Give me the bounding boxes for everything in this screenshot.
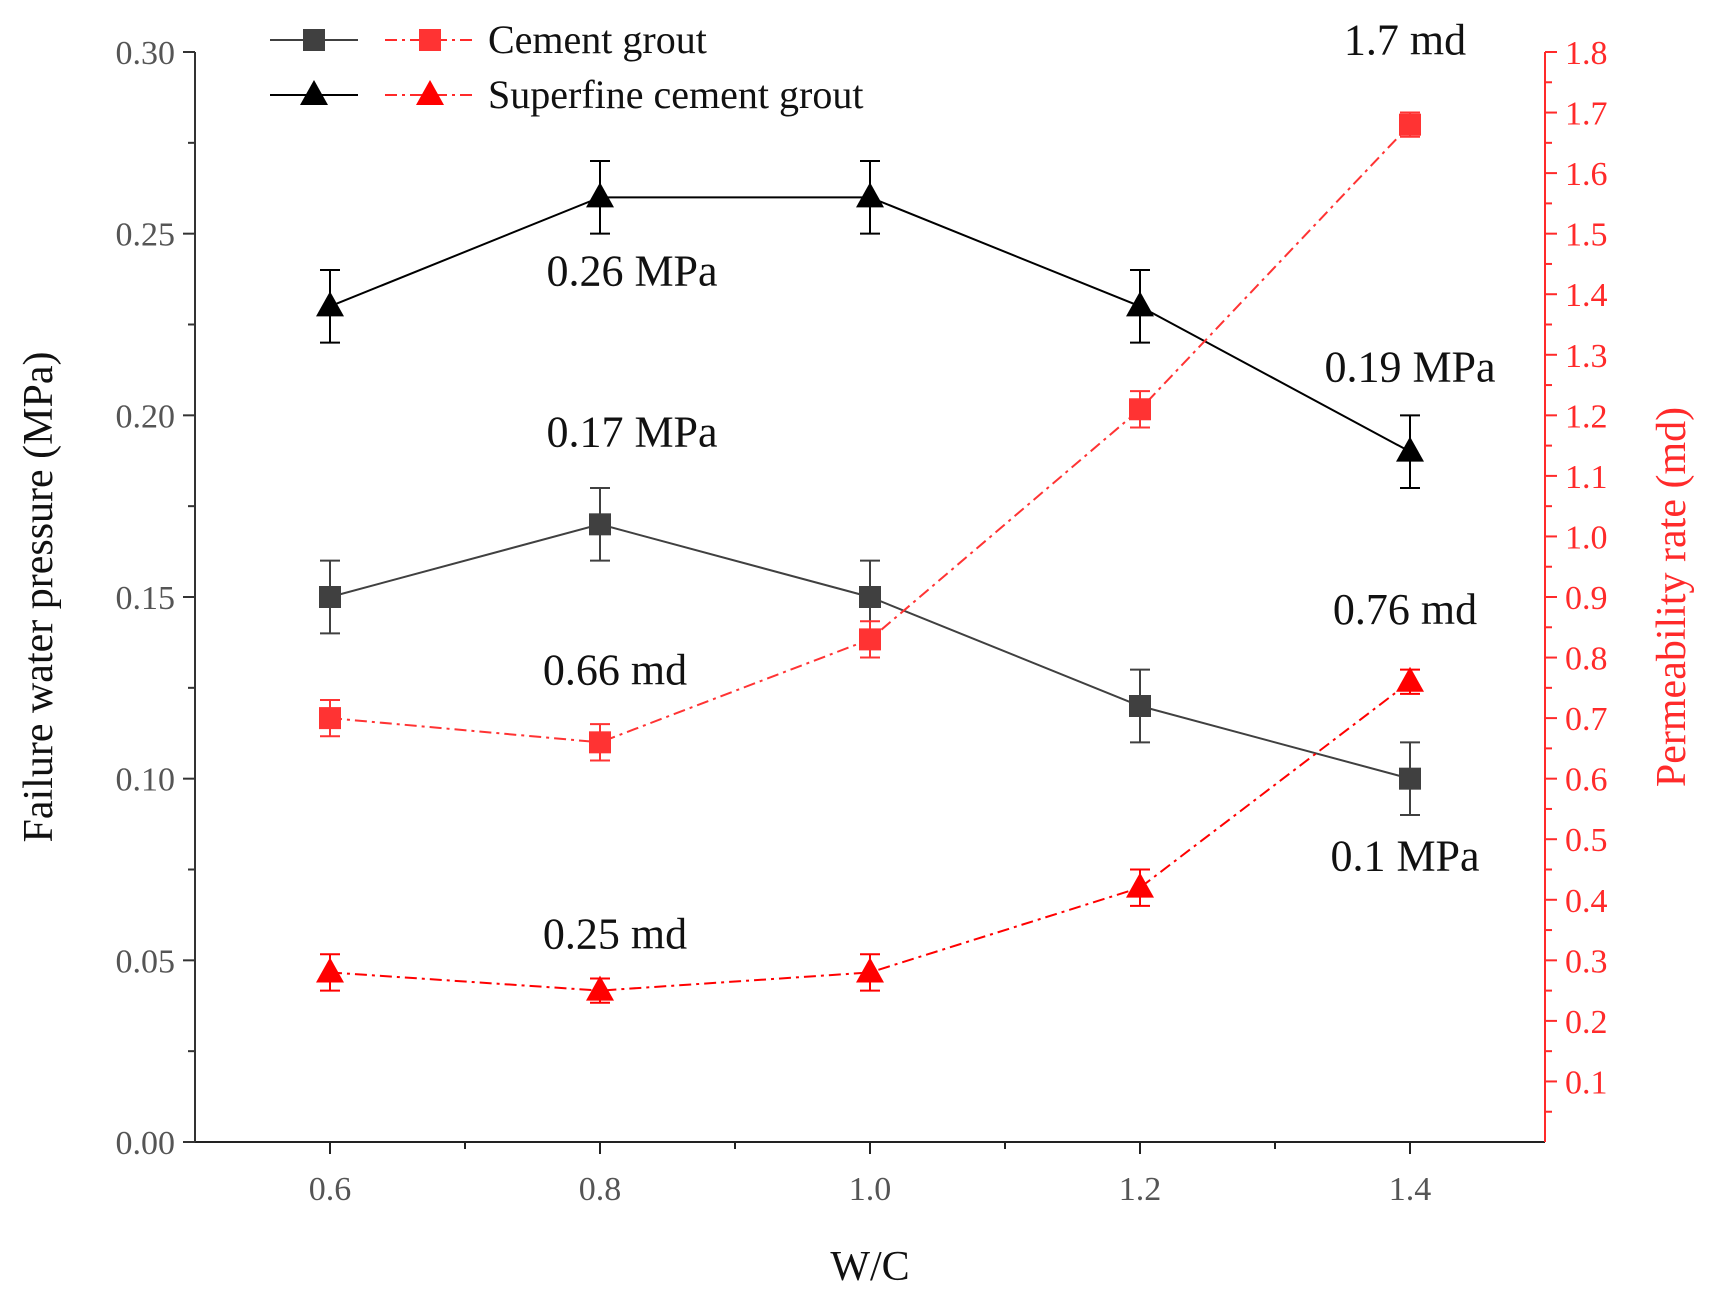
annotation-label: 1.7 md (1344, 16, 1466, 65)
y-right-tick-label: 0.3 (1565, 943, 1608, 980)
y-right-tick-label: 0.7 (1565, 701, 1608, 738)
data-point (586, 182, 614, 208)
y-right-tick-label: 0.6 (1565, 762, 1608, 799)
annotation-label: 0.76 md (1333, 585, 1477, 634)
y-right-tick-label: 0.5 (1565, 822, 1608, 859)
data-point (1126, 291, 1154, 317)
data-point (319, 707, 341, 730)
data-point (1396, 436, 1424, 462)
y-left-axis-title: Failure water pressure (MPa) (16, 352, 62, 843)
x-tick-label: 1.4 (1389, 1171, 1432, 1208)
y-right-tick-label: 0.1 (1565, 1064, 1608, 1101)
annotation-label: 0.66 md (543, 645, 687, 694)
legend-marker (419, 29, 441, 51)
data-point (1129, 398, 1151, 421)
data-point (586, 975, 614, 1001)
y-right-tick-label: 1.1 (1565, 459, 1608, 496)
y-left-tick-label: 0.30 (116, 35, 176, 72)
data-point (856, 957, 884, 983)
legend-marker (303, 29, 325, 51)
x-tick-label: 1.0 (849, 1171, 892, 1208)
series-line (329, 680, 1411, 992)
data-point (589, 513, 611, 536)
y-left-tick-label: 0.25 (116, 217, 176, 254)
data-point (1396, 666, 1424, 692)
y-right-tick-label: 1.6 (1565, 156, 1608, 193)
annotation-label: 0.25 md (543, 910, 687, 959)
x-axis-title: W/C (830, 1244, 909, 1290)
series-1 (316, 160, 1424, 489)
y-right-tick-label: 1.7 (1565, 96, 1608, 133)
annotation-label: 0.26 MPa (546, 246, 717, 295)
data-point (856, 182, 884, 208)
data-point (1399, 767, 1421, 790)
y-right-tick-label: 0.2 (1565, 1004, 1608, 1041)
y-right-axis-title: Permeability rate (md) (1649, 407, 1695, 787)
y-right-tick-label: 1.8 (1565, 35, 1608, 72)
chart-axes: 0.6 0.8 1.0 1.2 1.4 0.00 0.05 0.10 0.15 0.20 0.25 0… (16, 35, 1695, 1290)
plot-area (316, 111, 1424, 1004)
y-left-tick-label: 0.20 (116, 398, 176, 435)
y-right-tick-label: 0.8 (1565, 641, 1608, 678)
data-point (316, 291, 344, 317)
annotation-label: 0.19 MPa (1324, 343, 1495, 392)
y-right-tick-label: 1.2 (1565, 398, 1608, 435)
y-left-tick-label: 0.00 (116, 1125, 176, 1162)
y-right-tick-label: 1.3 (1565, 338, 1608, 375)
series-0 (319, 487, 1421, 816)
legend: Cement grout Superfine cement grout (270, 17, 863, 117)
series-2 (319, 111, 1421, 762)
legend-marker (416, 80, 444, 105)
y-right-tick-label: 0.9 (1565, 580, 1608, 617)
y-right-tick-label: 1.4 (1565, 277, 1608, 314)
data-point (316, 957, 344, 983)
legend-label: Superfine cement grout (488, 72, 863, 117)
data-point (859, 586, 881, 608)
data-point (1129, 695, 1151, 717)
x-tick-label: 0.6 (309, 1171, 352, 1208)
annotation-label: 0.1 MPa (1330, 832, 1479, 881)
annotations: 0.26 MPa 0.17 MPa 0.19 MPa 0.1 MPa 1.7 md 0.7… (543, 16, 1496, 959)
data-point (319, 586, 341, 608)
y-right-tick-label: 1.0 (1565, 519, 1608, 556)
data-point (1399, 113, 1421, 136)
data-point (1126, 872, 1154, 898)
y-left-tick-label: 0.15 (116, 580, 176, 617)
y-right-tick-label: 0.4 (1565, 883, 1608, 920)
series-3 (316, 666, 1424, 1004)
annotation-label: 0.17 MPa (546, 407, 717, 456)
x-tick-label: 1.2 (1119, 1171, 1162, 1208)
y-right-tick-label: 1.5 (1565, 217, 1608, 254)
x-tick-label: 0.8 (579, 1171, 622, 1208)
series-line (329, 196, 1411, 453)
data-point (589, 731, 611, 754)
y-left-tick-label: 0.10 (116, 762, 176, 799)
legend-label: Cement grout (488, 17, 707, 62)
data-point (859, 628, 881, 651)
legend-marker (300, 80, 328, 105)
y-left-tick-label: 0.05 (116, 943, 176, 980)
